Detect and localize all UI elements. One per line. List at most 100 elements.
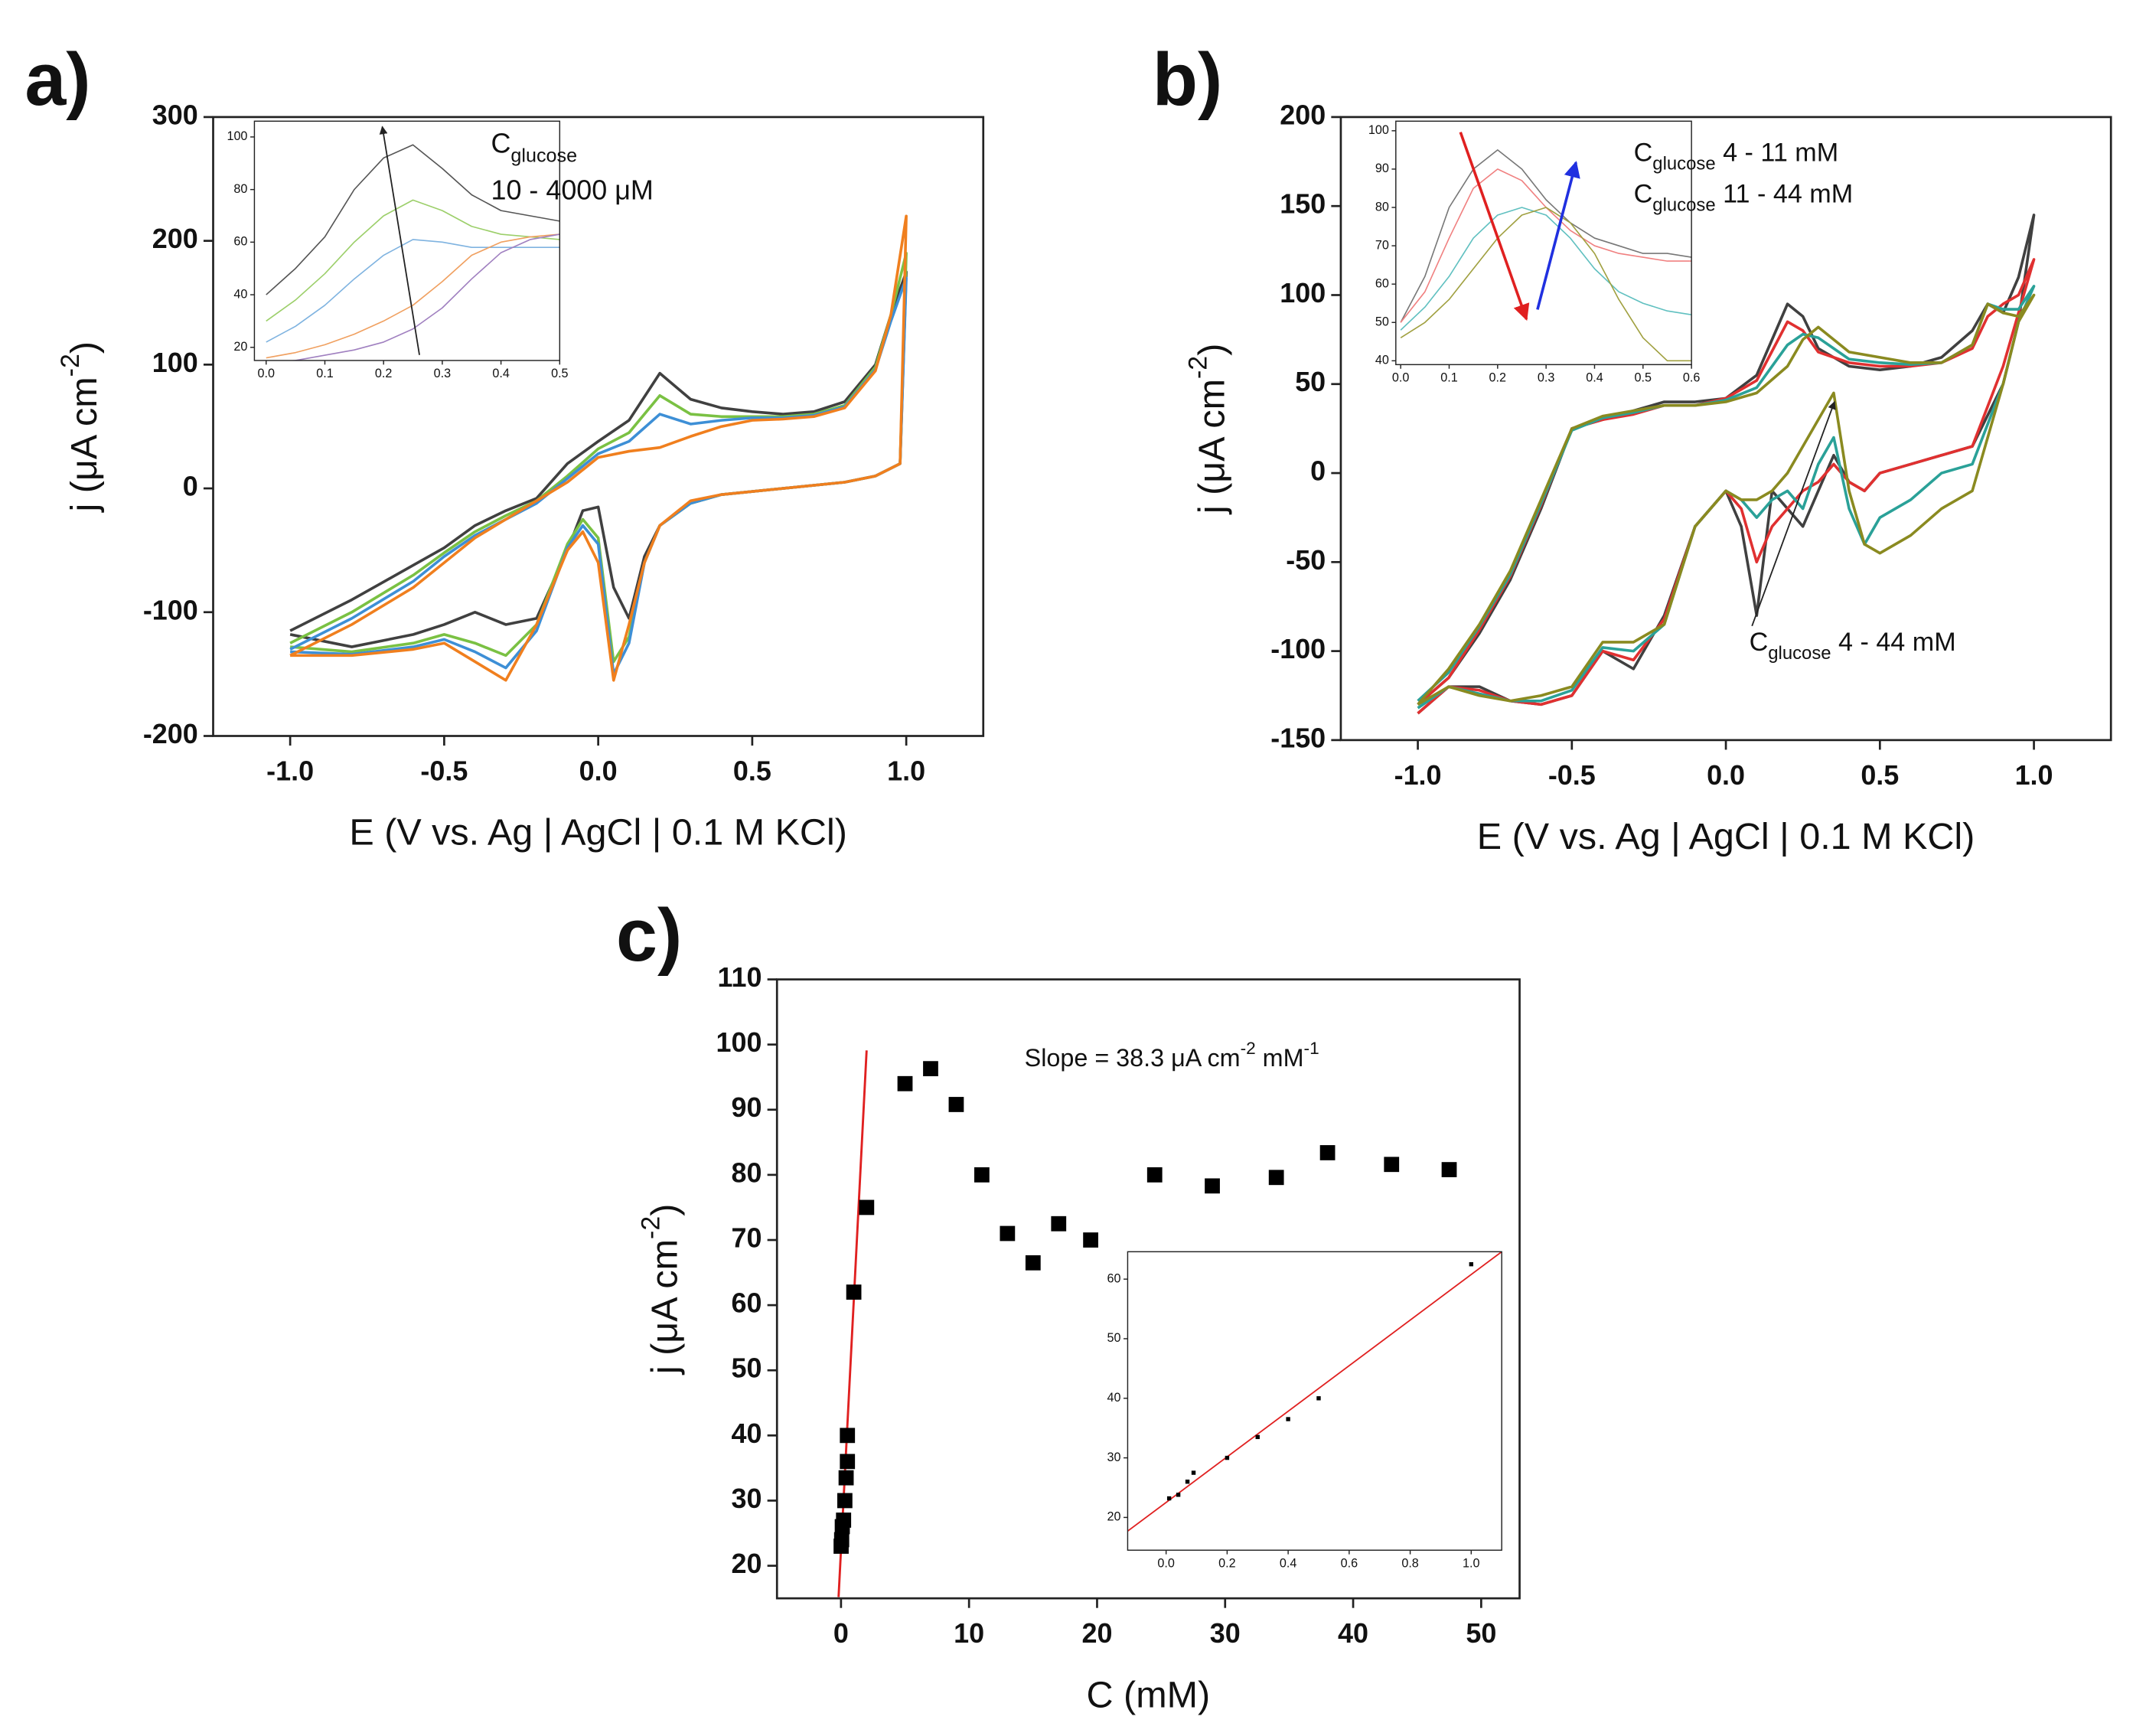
x-tick-label: 30	[1210, 1617, 1241, 1649]
y-axis-label: j (μA cm-2)	[1184, 344, 1233, 516]
y-tick-label: 100	[152, 347, 198, 378]
data-point	[1225, 1455, 1230, 1460]
text-part: C	[1634, 179, 1653, 208]
x-tick-label: 50	[1466, 1617, 1496, 1649]
x-tick-label: -1.0	[1394, 759, 1442, 791]
y-tick-label: -150	[1270, 722, 1326, 753]
data-point	[840, 1454, 856, 1470]
text-part: 4 - 11 mM	[1716, 138, 1839, 167]
data-point	[840, 1428, 856, 1444]
plot-area	[266, 144, 560, 361]
supscript: -2	[1184, 356, 1213, 379]
x-tick-label: 0.0	[258, 367, 275, 380]
x-tick-label: 1.0	[1463, 1556, 1479, 1570]
data-point	[1286, 1417, 1290, 1421]
cv-curve	[289, 214, 908, 682]
text-part: C	[1634, 138, 1653, 167]
x-tick-label: 0.5	[1635, 371, 1652, 385]
y-tick-label: 100	[1280, 277, 1326, 308]
data-point	[1384, 1157, 1400, 1173]
plot-area	[1417, 214, 2036, 715]
text-part: )	[64, 341, 105, 354]
data-point	[897, 1075, 913, 1092]
x-tick-label: 0.0	[1392, 371, 1409, 385]
y-tick-label: 80	[731, 1157, 762, 1188]
data-point	[1268, 1170, 1284, 1186]
chart: 0 10 20 30 40 50 20 30 40 50 60 70 80 90 100 110 C (mM) j…	[616, 893, 1521, 1715]
x-tick-label: 20	[1081, 1617, 1112, 1649]
text-part: 11 - 44 mM	[1716, 179, 1854, 208]
x-tick-label: 0.1	[1440, 371, 1457, 385]
y-tick-label: 80	[233, 182, 247, 196]
data-point	[1205, 1178, 1220, 1194]
subscript: glucose	[1652, 194, 1715, 215]
x-tick-label: 0.4	[1586, 371, 1603, 385]
data-point	[948, 1097, 964, 1112]
x-tick-label: 0.2	[375, 367, 392, 380]
data-point	[837, 1493, 853, 1509]
y-tick-label: 100	[1368, 123, 1389, 137]
cv-curve	[1400, 207, 1692, 331]
y-tick-label: 40	[233, 287, 247, 301]
x-tick-label: 0.4	[1280, 1556, 1296, 1570]
y-tick-label: 20	[1107, 1510, 1120, 1524]
inset-background	[1127, 1251, 1502, 1551]
data-point	[846, 1284, 862, 1300]
y-tick-label: 0	[1310, 455, 1326, 487]
y-tick-label: 20	[731, 1548, 762, 1579]
text-part: 10 - 4000 μM	[491, 175, 653, 206]
text-part: )	[644, 1204, 685, 1216]
cv-curve	[1400, 207, 1692, 362]
y-tick-label: 50	[1375, 315, 1389, 329]
panel-label: b)	[1153, 38, 1223, 121]
x-tick-label: 1.0	[887, 755, 925, 787]
data-point	[1176, 1493, 1181, 1497]
data-point	[836, 1512, 852, 1528]
chart: -1.0 -0.5 0.0 0.5 1.0 -150 -100 -50 0 50 100 150 200…	[1153, 38, 2112, 857]
x-axis-label: E (V vs. Ag | AgCl | 0.1 M KCl)	[349, 812, 847, 853]
x-tick-label: 0.2	[1489, 371, 1506, 385]
x-tick-label: 0	[833, 1617, 849, 1649]
y-tick-label: 150	[1280, 188, 1326, 220]
x-tick-label: 0.1	[316, 367, 333, 380]
data-point	[1025, 1255, 1041, 1271]
y-tick-label: 60	[731, 1287, 762, 1319]
supscript: -2	[636, 1216, 665, 1239]
y-tick-label: 40	[1375, 354, 1389, 367]
data-point	[1166, 1496, 1172, 1501]
y-tick-label: 200	[1280, 99, 1326, 130]
x-tick-label: 0.0	[579, 755, 618, 787]
y-tick-label: -100	[143, 594, 198, 625]
annotation: 10 - 4000 μM	[491, 175, 653, 206]
data-point	[1319, 1145, 1336, 1160]
x-tick-label: 0.5	[551, 367, 568, 380]
data-point	[923, 1061, 938, 1077]
y-tick-label: 70	[1375, 238, 1389, 252]
x-tick-label: 0.4	[492, 367, 509, 380]
x-tick-label: 10	[954, 1617, 984, 1649]
subscript: glucose	[510, 145, 577, 166]
data-point	[859, 1199, 875, 1216]
y-tick-label: 90	[731, 1092, 762, 1123]
annotation: Slope = 38.3 μA cm-2 mM-1	[1025, 1039, 1319, 1071]
y-tick-label: 110	[718, 961, 762, 993]
plot-area	[289, 214, 908, 682]
y-axis-label: j (μA cm-2)	[636, 1204, 685, 1376]
axes-frame	[253, 120, 561, 361]
data-point	[833, 1532, 850, 1548]
x-tick-label: 0.3	[434, 367, 451, 380]
data-point	[838, 1470, 854, 1486]
chart: 0.0 0.2 0.4 0.6 0.8 1.0 20 30 40 50 60	[1107, 1251, 1502, 1570]
axes-frame	[1395, 120, 1692, 366]
data-point	[1316, 1396, 1321, 1401]
text-part: j (μA cm	[64, 377, 105, 513]
x-axis-label: C (mM)	[1087, 1674, 1211, 1715]
annotation: Cglucose 11 - 44 mM	[1634, 179, 1853, 215]
inset-background	[1395, 121, 1692, 365]
y-tick-label: 40	[731, 1418, 762, 1449]
chart: 0.0 0.1 0.2 0.3 0.4 0.5 20 40 60 80 100 Cglucose 10 …	[227, 120, 654, 380]
x-tick-label: 0.0	[1157, 1556, 1174, 1570]
cv-curve	[1400, 149, 1692, 323]
text-part: )	[1191, 344, 1232, 356]
x-tick-label: 0.6	[1683, 371, 1700, 385]
